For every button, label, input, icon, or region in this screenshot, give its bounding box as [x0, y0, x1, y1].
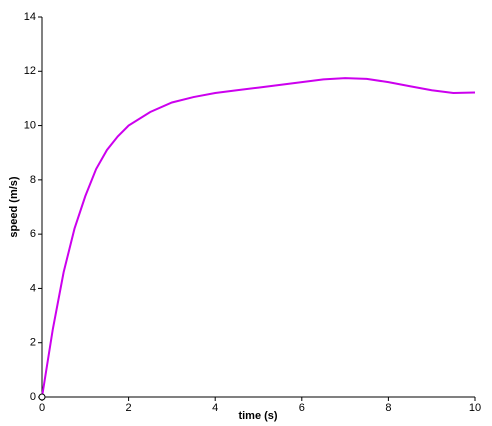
y-tick-label: 0: [30, 391, 36, 403]
x-axis-title: time (s): [238, 410, 277, 422]
y-tick-label: 14: [24, 11, 36, 23]
line: [41, 77, 476, 398]
x-tick-label: 8: [385, 402, 391, 414]
x-tick-label: 10: [469, 402, 481, 414]
y-tick-label: 4: [30, 282, 36, 294]
x-tick-label: 2: [126, 402, 132, 414]
y-tick-label: 2: [30, 337, 36, 349]
y-tick-label: 6: [30, 228, 36, 240]
y-tick-label: 10: [24, 119, 36, 131]
y-axis-title: speed (m/s): [8, 176, 20, 237]
y-tick-label: 12: [24, 65, 36, 77]
x-tick-label: 6: [299, 402, 305, 414]
x-tick-label: 0: [39, 402, 45, 414]
y-tick-label: 8: [30, 174, 36, 186]
start-marker: [38, 393, 46, 401]
x-tick-label: 4: [212, 402, 218, 414]
